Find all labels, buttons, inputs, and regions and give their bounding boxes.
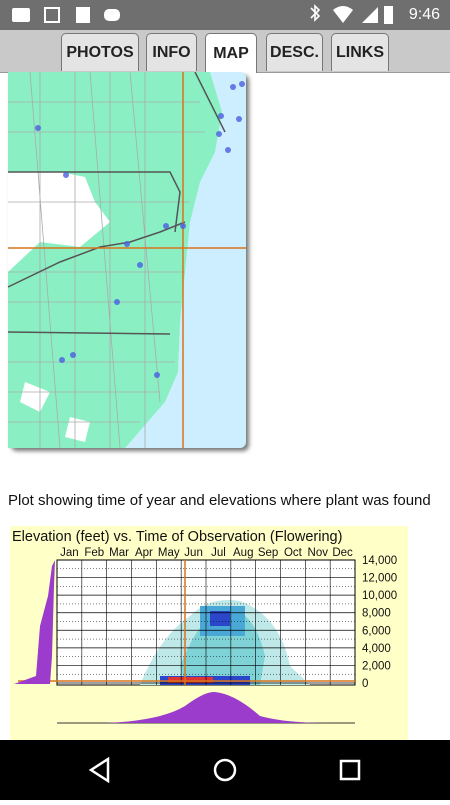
- tab[interactable]: MAP: [205, 33, 257, 73]
- month-label: Apr: [135, 547, 153, 559]
- elevation-label: 14,000: [362, 555, 397, 567]
- observation-dots: [35, 81, 245, 378]
- battery-icon: [384, 6, 393, 24]
- caption: Plot showing time of year and elevations…: [8, 492, 431, 509]
- month-label: Dec: [332, 547, 353, 559]
- back-button[interactable]: [88, 756, 110, 784]
- elevation-label: 2,000: [362, 660, 391, 672]
- status-bar: 9:46: [0, 0, 450, 30]
- tab[interactable]: DESC.: [266, 33, 323, 71]
- nav-bar: [0, 740, 450, 800]
- tab[interactable]: PHOTOS: [61, 33, 139, 71]
- month-label: Oct: [284, 547, 303, 559]
- signal-icon: [362, 7, 378, 23]
- elevation-label: 4,000: [362, 643, 391, 655]
- month-label: Jan: [60, 547, 79, 559]
- tab[interactable]: INFO: [146, 33, 197, 71]
- elevation-label: 8,000: [362, 608, 391, 620]
- month-label: May: [158, 547, 180, 559]
- elevation-label: 12,000: [362, 573, 397, 585]
- month-label: Sep: [258, 547, 278, 559]
- month-label: Jun: [184, 547, 203, 559]
- clock: 9:46: [408, 6, 440, 23]
- elevation-distribution: [14, 560, 55, 684]
- month-label: Feb: [84, 547, 104, 559]
- status-icons: [12, 7, 120, 23]
- tab[interactable]: LINKS: [331, 33, 389, 71]
- land: [8, 72, 222, 448]
- county-lines: [8, 72, 205, 449]
- month-label: Jul: [211, 547, 226, 559]
- crosshair: [8, 72, 246, 448]
- mountain-area: [8, 172, 110, 272]
- range-map: [7, 72, 246, 449]
- download-icon: [76, 7, 90, 23]
- image-icon: [44, 7, 60, 23]
- nav-icons: [88, 756, 361, 784]
- white-counties: [20, 382, 90, 442]
- time-distribution: [105, 691, 330, 723]
- recents-button[interactable]: [339, 759, 361, 781]
- month-label: Nov: [308, 547, 329, 559]
- tab-bar: PHOTOS INFO MAP DESC. LINKS: [0, 30, 450, 73]
- wrench-icon: [12, 8, 30, 22]
- plot-title: Elevation (feet) vs. Time of Observation…: [12, 529, 342, 545]
- elevation-label: 6,000: [362, 625, 391, 637]
- elevation-label: 10,000: [362, 590, 397, 602]
- bluetooth-icon: [310, 4, 321, 22]
- month-label: Aug: [233, 547, 253, 559]
- month-label: Mar: [109, 547, 129, 559]
- android-icon: [104, 9, 120, 21]
- system-icons: [310, 4, 393, 24]
- elevation-plot: Elevation (feet) vs. Time of Observation…: [10, 526, 408, 740]
- home-button[interactable]: [213, 758, 237, 782]
- grid: [57, 559, 355, 685]
- plot-crosshair: [18, 560, 355, 685]
- elevation-label: 0: [362, 678, 368, 690]
- wifi-icon: [333, 6, 353, 23]
- state-lines: [7, 72, 226, 335]
